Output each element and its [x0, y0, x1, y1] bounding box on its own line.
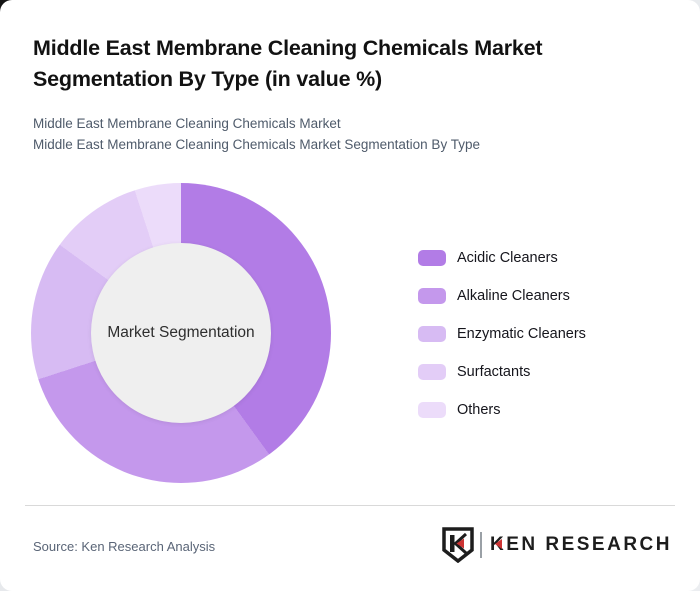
legend-item-enzymatic-cleaners: Enzymatic Cleaners: [418, 326, 586, 342]
legend-label: Enzymatic Cleaners: [457, 326, 586, 342]
page-title: Middle East Membrane Cleaning Chemicals …: [33, 36, 543, 91]
subtitle-line-1: Middle East Membrane Cleaning Chemicals …: [33, 116, 341, 131]
legend-swatch: [418, 364, 446, 380]
logo-red-triangle-icon: [494, 539, 502, 549]
legend-item-acidic-cleaners: Acidic Cleaners: [418, 250, 586, 266]
donut-chart: Market Segmentation: [31, 183, 331, 483]
donut-center-label: Market Segmentation: [107, 324, 255, 341]
logo-wordmark: K EN RESEARCH: [490, 534, 672, 556]
legend-item-surfactants: Surfactants: [418, 364, 586, 380]
legend-swatch: [418, 250, 446, 266]
logo-separator: [479, 532, 482, 558]
subtitle-line-2: Middle East Membrane Cleaning Chemicals …: [33, 137, 480, 152]
ken-research-shield-icon: [442, 527, 474, 563]
logo-letter-k: K: [489, 534, 507, 555]
donut-center: Market Segmentation: [91, 243, 271, 423]
legend-swatch: [418, 288, 446, 304]
logo-wordmark-rest: EN RESEARCH: [506, 534, 672, 555]
ken-research-logo: K EN RESEARCH: [442, 527, 672, 563]
legend-item-others: Others: [418, 402, 586, 418]
legend: Acidic Cleaners Alkaline Cleaners Enzymati…: [418, 250, 586, 440]
legend-label: Acidic Cleaners: [457, 250, 558, 266]
legend-label: Alkaline Cleaners: [457, 288, 570, 304]
legend-item-alkaline-cleaners: Alkaline Cleaners: [418, 288, 586, 304]
legend-label: Others: [457, 402, 501, 418]
footer-divider: [25, 505, 675, 506]
legend-swatch: [418, 326, 446, 342]
legend-swatch: [418, 402, 446, 418]
legend-label: Surfactants: [457, 364, 531, 380]
source-note: Source: Ken Research Analysis: [33, 539, 216, 554]
subtitle-block: Middle East Membrane Cleaning Chemicals …: [33, 113, 673, 155]
